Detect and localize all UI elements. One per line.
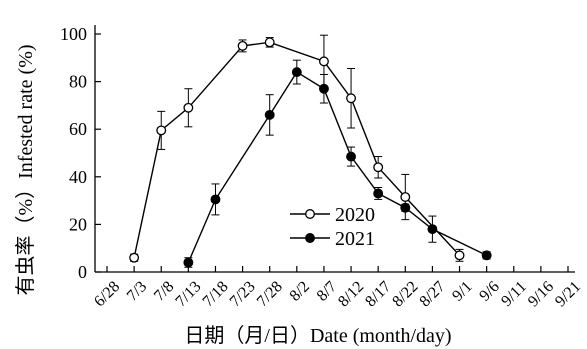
y-tick-label: 40 <box>69 167 87 187</box>
data-point <box>481 250 492 261</box>
x-tick-label: 8/17 <box>362 278 394 310</box>
x-axis-label: 日期（月/日）Date (month/day) <box>184 324 451 347</box>
x-tick-label: 9/1 <box>449 278 475 304</box>
data-point <box>318 83 329 94</box>
x-tick-label: 8/22 <box>389 278 421 310</box>
legend-label: 2020 <box>335 204 375 226</box>
x-tick-label: 9/6 <box>476 278 502 304</box>
y-tick-label: 100 <box>60 24 87 44</box>
series-line <box>187 71 487 263</box>
plot-area <box>129 34 492 268</box>
legend-marker <box>305 209 315 219</box>
x-tick-label: 7/18 <box>200 278 232 310</box>
data-point <box>129 252 140 263</box>
data-point <box>373 188 384 199</box>
data-point <box>427 224 438 235</box>
data-point <box>318 56 329 67</box>
x-tick-label: 9/21 <box>552 278 584 310</box>
x-tick-label: 7/13 <box>172 278 204 310</box>
x-tick-label: 9/16 <box>525 278 557 310</box>
data-point <box>373 162 384 173</box>
x-tick-label: 8/12 <box>335 278 367 310</box>
y-axis-label: 有虫率（%）Infested rate (%) <box>14 44 37 295</box>
x-tick-label: 8/27 <box>416 278 448 310</box>
legend-label: 2021 <box>335 228 375 250</box>
series-line <box>133 41 461 258</box>
x-tick-label: 6/28 <box>91 278 123 310</box>
x-tick-label: 7/3 <box>124 278 150 304</box>
x-tick-label: 7/28 <box>254 278 286 310</box>
data-point <box>400 192 411 202</box>
data-point <box>454 250 465 261</box>
y-tick-label: 20 <box>69 214 87 234</box>
y-tick-label: 0 <box>78 262 87 282</box>
data-point <box>291 67 302 78</box>
data-point <box>264 37 275 48</box>
data-point <box>237 40 248 51</box>
data-point <box>156 125 167 136</box>
data-point <box>210 194 221 205</box>
y-tick-label: 60 <box>69 119 87 139</box>
data-point <box>183 102 194 113</box>
y-tick-label: 80 <box>69 72 87 92</box>
x-tick-label: 7/23 <box>227 278 259 310</box>
data-point <box>264 109 275 120</box>
series-2021 <box>183 59 492 268</box>
x-tick-label: 9/11 <box>498 278 530 310</box>
data-point <box>400 202 411 213</box>
series-2020 <box>129 34 465 263</box>
x-tick-label: 8/2 <box>287 278 313 304</box>
data-point <box>346 151 357 162</box>
legend-marker <box>305 233 315 243</box>
data-point <box>346 93 357 104</box>
data-point <box>183 257 194 268</box>
